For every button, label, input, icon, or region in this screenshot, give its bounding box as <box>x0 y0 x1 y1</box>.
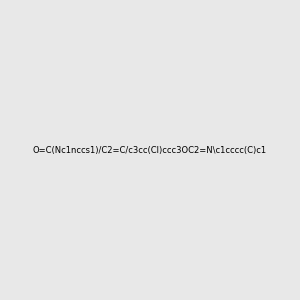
Text: O=C(Nc1nccs1)/C2=C/c3cc(Cl)ccc3OC2=N\c1cccc(C)c1: O=C(Nc1nccs1)/C2=C/c3cc(Cl)ccc3OC2=N\c1c… <box>33 146 267 154</box>
